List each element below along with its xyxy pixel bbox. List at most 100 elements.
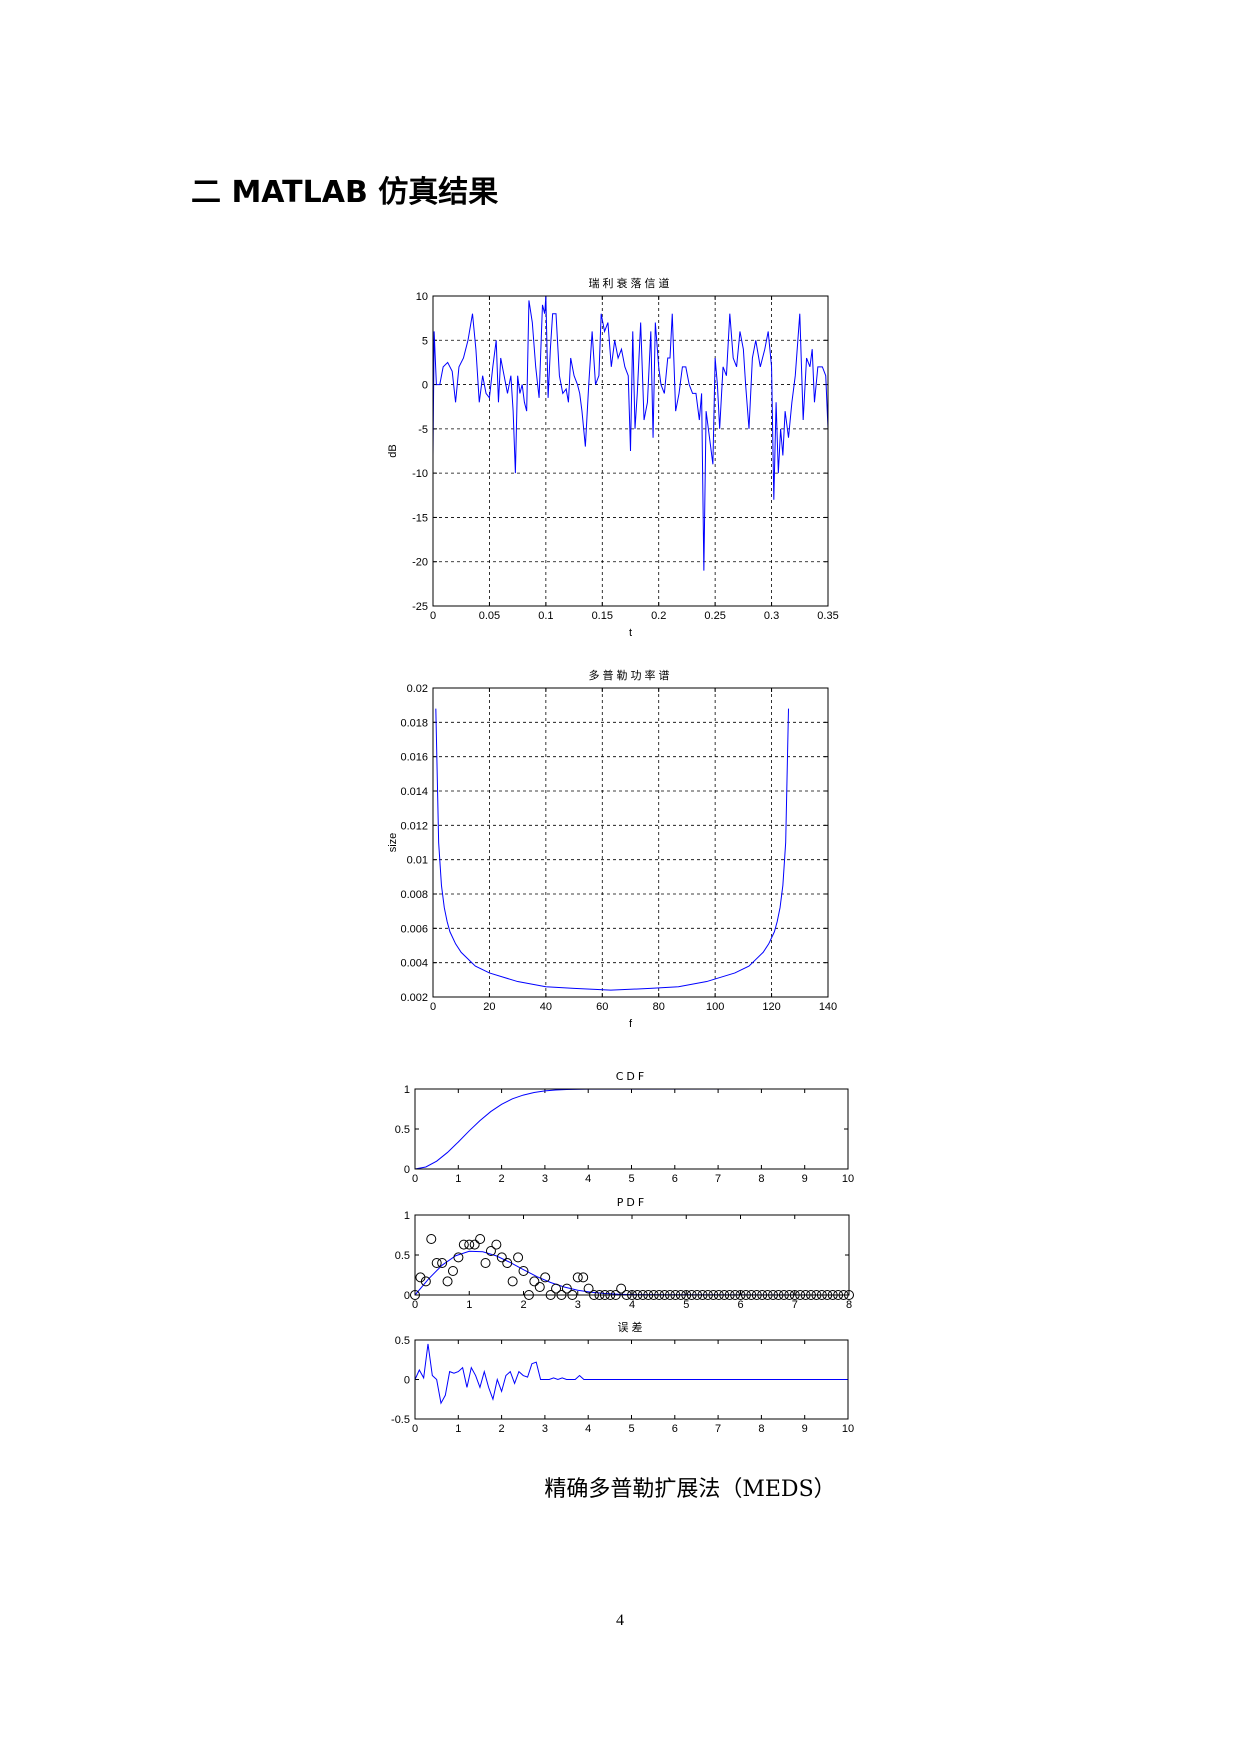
y-tick-label: 0 — [404, 1164, 410, 1176]
x-tick-label: 1 — [466, 1299, 472, 1311]
plot-frame — [414, 1339, 849, 1420]
x-tick-label: 6 — [672, 1173, 678, 1185]
data-point — [518, 1266, 529, 1276]
x-tick-label: 4 — [629, 1299, 635, 1311]
series-line — [414, 1088, 849, 1170]
series-line — [432, 295, 829, 571]
series-line — [414, 1343, 848, 1405]
plot-frame — [414, 1214, 850, 1296]
data-point — [616, 1283, 627, 1294]
x-tick-label: 8 — [758, 1423, 764, 1435]
y-tick-label: 0.5 — [395, 1335, 410, 1347]
x-tick-label: 60 — [596, 1001, 608, 1013]
x-tick-label: 9 — [802, 1173, 808, 1185]
x-tick-label: 4 — [585, 1423, 591, 1435]
y-tick-label: 0.018 — [400, 717, 428, 729]
y-tick-label: -15 — [412, 512, 428, 524]
x-tick-label: 8 — [758, 1173, 764, 1185]
x-tick-label: 9 — [802, 1423, 808, 1435]
data-point — [475, 1234, 486, 1244]
x-tick-label: 100 — [706, 1001, 724, 1013]
data-point — [578, 1272, 589, 1283]
series-line — [435, 708, 789, 991]
heading: 二 MATLAB 仿真结果 — [191, 175, 498, 210]
data-point — [529, 1276, 540, 1287]
x-tick-label: 7 — [715, 1173, 721, 1185]
data-point — [513, 1252, 524, 1263]
data-point — [491, 1239, 502, 1250]
x-tick-label: 20 — [483, 1001, 495, 1013]
chart-title: CDF — [616, 1070, 647, 1083]
x-tick-label: 0 — [412, 1423, 418, 1435]
x-tick-label: 0 — [412, 1173, 418, 1185]
y-tick-label: -0.5 — [391, 1414, 410, 1426]
x-tick-label: 2 — [499, 1423, 505, 1435]
x-tick-label: 6 — [737, 1299, 743, 1311]
y-tick-label: 5 — [422, 335, 428, 347]
data-point — [464, 1239, 475, 1250]
page-number: 4 — [616, 1612, 624, 1629]
y-tick-label: 0 — [404, 1375, 410, 1387]
chart-title: PDF — [617, 1196, 647, 1209]
data-point — [551, 1283, 562, 1294]
y-tick-label: -25 — [412, 601, 428, 613]
x-tick-label: 3 — [542, 1423, 548, 1435]
x-tick-label: 7 — [792, 1299, 798, 1311]
x-tick-label: 4 — [585, 1173, 591, 1185]
y-axis-label: size — [387, 833, 399, 853]
x-tick-label: 80 — [653, 1001, 665, 1013]
y-tick-label: 10 — [416, 291, 428, 303]
x-tick-label: 10 — [842, 1173, 854, 1185]
data-point — [426, 1234, 437, 1244]
y-tick-label: -5 — [418, 424, 428, 436]
x-tick-label: 0.1 — [538, 610, 553, 622]
y-tick-label: 0.002 — [400, 992, 428, 1004]
data-point — [496, 1252, 507, 1263]
data-point — [507, 1276, 518, 1287]
x-tick-label: 0 — [430, 1001, 436, 1013]
x-tick-label: 6 — [672, 1423, 678, 1435]
y-tick-label: 0.02 — [407, 683, 428, 695]
x-tick-label: 0.05 — [479, 610, 500, 622]
x-tick-label: 40 — [540, 1001, 552, 1013]
data-point — [437, 1258, 448, 1268]
y-tick-label: 0.008 — [400, 889, 428, 901]
x-tick-label: 2 — [520, 1299, 526, 1311]
data-point — [480, 1258, 491, 1268]
x-tick-label: 5 — [628, 1423, 634, 1435]
x-tick-label: 1 — [455, 1173, 461, 1185]
x-axis-label: t — [629, 627, 632, 639]
y-tick-label: -10 — [412, 468, 428, 480]
x-tick-label: 0.2 — [651, 610, 666, 622]
x-tick-label: 0.35 — [817, 610, 838, 622]
data-point — [502, 1258, 513, 1268]
x-tick-label: 5 — [628, 1173, 634, 1185]
caption: 精确多普勒扩展法（MEDS） — [544, 1477, 835, 1502]
data-point — [572, 1272, 583, 1283]
x-tick-label: 0 — [412, 1299, 418, 1311]
y-tick-label: 0.5 — [395, 1250, 410, 1262]
plot-frame — [432, 687, 829, 998]
y-tick-label: 1 — [404, 1084, 410, 1096]
data-point — [431, 1258, 442, 1268]
data-point — [583, 1283, 594, 1294]
x-tick-label: 3 — [575, 1299, 581, 1311]
x-tick-label: 0.15 — [592, 610, 613, 622]
data-point — [458, 1239, 469, 1250]
x-tick-label: 3 — [542, 1173, 548, 1185]
data-point — [420, 1276, 431, 1287]
y-tick-label: 0.016 — [400, 752, 428, 764]
x-tick-label: 10 — [842, 1423, 854, 1435]
y-tick-label: 0 — [422, 380, 428, 392]
x-tick-label: 8 — [846, 1299, 852, 1311]
x-tick-label: 120 — [762, 1001, 780, 1013]
plot-frame — [432, 295, 829, 607]
y-tick-label: 0.01 — [407, 855, 428, 867]
y-tick-label: 0.5 — [395, 1124, 410, 1136]
chart-title: 瑞利衰落信道 — [589, 276, 673, 290]
y-tick-label: 0.014 — [400, 786, 428, 798]
plot-area — [415, 1089, 848, 1169]
data-point — [442, 1276, 453, 1287]
y-tick-label: 0.006 — [400, 923, 428, 935]
